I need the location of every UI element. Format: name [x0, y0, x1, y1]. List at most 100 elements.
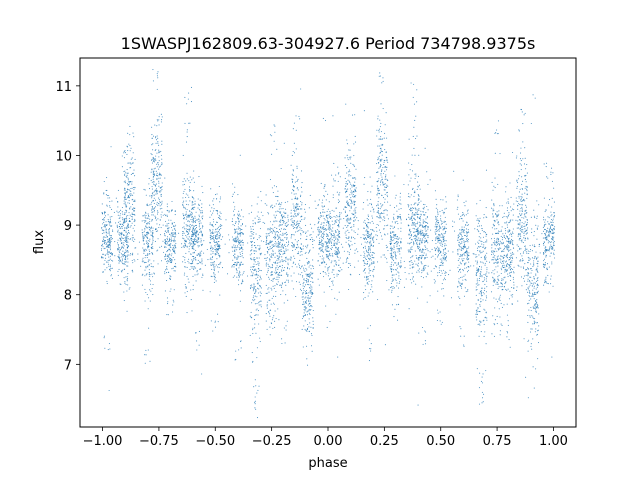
data-point [467, 266, 469, 268]
data-point [164, 271, 166, 273]
data-point [458, 282, 460, 284]
data-point [183, 246, 185, 248]
data-point [260, 200, 262, 202]
data-point [287, 299, 289, 301]
data-point [378, 158, 380, 160]
data-point [335, 264, 337, 266]
data-point [143, 243, 145, 245]
data-point [201, 210, 203, 212]
data-point [123, 239, 125, 241]
data-point [161, 211, 163, 213]
data-point [282, 222, 284, 224]
data-point [182, 192, 184, 194]
data-point [209, 247, 212, 249]
data-point [195, 211, 197, 213]
data-point [270, 274, 272, 276]
data-point [302, 275, 304, 277]
data-point [152, 192, 154, 194]
data-point [417, 209, 419, 211]
data-point [183, 215, 185, 217]
data-point [324, 228, 326, 230]
data-point [363, 202, 365, 204]
data-point [271, 244, 273, 246]
data-point [237, 279, 240, 281]
data-point [214, 246, 216, 248]
data-point [306, 277, 308, 280]
data-point [272, 224, 274, 226]
data-point [285, 325, 287, 327]
data-point [440, 270, 443, 272]
data-point [218, 235, 220, 237]
data-point [212, 226, 214, 228]
data-point [186, 203, 188, 205]
data-point [335, 231, 337, 233]
data-point [170, 255, 172, 257]
data-point [293, 142, 295, 144]
data-point [169, 260, 171, 262]
data-point [103, 337, 105, 339]
data-point [300, 232, 302, 234]
data-point [188, 243, 190, 245]
data-point [130, 216, 132, 218]
data-point [347, 243, 349, 245]
data-point [309, 264, 311, 266]
data-point [274, 326, 276, 329]
data-point [106, 246, 109, 248]
data-point [257, 196, 259, 198]
data-point [463, 230, 465, 232]
data-point [119, 237, 121, 239]
data-point [158, 182, 160, 184]
data-point [439, 235, 441, 237]
data-point [190, 208, 193, 210]
data-point [387, 180, 389, 182]
data-point [400, 208, 402, 210]
data-point [390, 235, 392, 237]
data-point [209, 210, 212, 212]
data-point [287, 275, 289, 277]
data-point [125, 175, 127, 177]
data-point [422, 230, 424, 232]
data-point [151, 197, 153, 199]
data-point [287, 219, 289, 221]
data-point [116, 225, 118, 227]
data-point [322, 251, 325, 253]
data-point [291, 266, 293, 268]
data-point [164, 232, 166, 235]
data-point [391, 261, 393, 263]
data-point [167, 314, 169, 316]
data-point [232, 259, 234, 261]
data-point [330, 230, 332, 232]
data-point [414, 190, 416, 192]
data-point [110, 146, 112, 148]
data-point [196, 271, 198, 273]
data-point [145, 217, 147, 219]
data-point [423, 214, 425, 216]
data-point [348, 262, 350, 265]
data-point [390, 236, 392, 238]
data-point [322, 236, 325, 238]
data-point [485, 235, 487, 237]
data-point [332, 197, 334, 199]
data-point [412, 241, 415, 243]
data-point [189, 225, 191, 227]
data-point [214, 254, 216, 256]
data-point [372, 274, 374, 276]
data-point [107, 349, 109, 351]
data-point [335, 237, 337, 239]
data-point [192, 177, 194, 179]
data-point [239, 263, 241, 265]
data-point [107, 254, 109, 256]
data-point [147, 227, 149, 229]
data-point [461, 236, 463, 238]
data-point [236, 263, 238, 265]
data-point [286, 225, 288, 227]
data-point [461, 242, 463, 244]
data-point [424, 221, 426, 223]
data-point [478, 320, 481, 322]
data-point [277, 268, 279, 270]
data-point [379, 138, 381, 140]
data-point [414, 240, 417, 242]
data-point [420, 240, 422, 242]
data-point [391, 253, 393, 255]
data-point [220, 261, 222, 263]
